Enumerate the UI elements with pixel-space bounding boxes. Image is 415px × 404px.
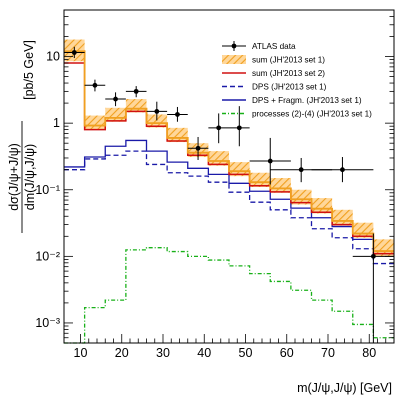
- legend-label: DPS + Fragm. (JH'2013 set 1): [252, 96, 362, 105]
- legend-label: sum (JH'2013 set 1): [252, 56, 325, 65]
- dps-line: [64, 150, 394, 265]
- data-point: [340, 167, 345, 173]
- x-tick-label: 40: [197, 346, 211, 360]
- sum-set1-band-bin: [373, 239, 394, 257]
- legend-swatch: [222, 55, 246, 64]
- legend-label: processes (2)-(4) (JH'2013 set 1): [252, 110, 372, 119]
- data-point: [113, 96, 118, 102]
- y-axis-label: dσ(J/ψ+J/ψ) dm(J/ψ,J/ψ): [7, 121, 37, 233]
- x-tick-label: 80: [362, 346, 376, 360]
- legend-entry: processes (2)-(4) (JH'2013 set 1): [222, 110, 372, 119]
- data-point: [236, 125, 242, 131]
- sum-set1-band-bin: [84, 115, 106, 130]
- legend-label: ATLAS data: [252, 42, 296, 51]
- data-point: [216, 125, 222, 131]
- y-tick-label: 1: [53, 116, 60, 130]
- sum-set1-band-bin: [270, 178, 291, 193]
- data-point: [154, 109, 160, 114]
- y-label-numerator: dσ(J/ψ+J/ψ): [7, 143, 21, 211]
- y-label-unit: [pb/5 GeV]: [22, 40, 36, 100]
- data-point: [195, 145, 201, 151]
- sum-set1-band-bin: [332, 209, 353, 226]
- y-tick-label: 10⁻²: [35, 249, 60, 263]
- x-tick-label: 70: [321, 346, 335, 360]
- data-point: [92, 82, 98, 88]
- x-tick-label: 10: [74, 346, 88, 360]
- x-tick-label: 60: [280, 346, 294, 360]
- y-label-denominator: dm(J/ψ,J/ψ): [23, 144, 37, 210]
- data-point: [370, 253, 376, 259]
- sum-set1-band-bin: [125, 99, 147, 113]
- data-point: [175, 112, 180, 117]
- sum-set1-band-bin: [105, 107, 126, 122]
- x-axis-label: m(J/ψ,J/ψ) [GeV]: [297, 381, 392, 395]
- sum-set1-band-bin: [352, 222, 374, 238]
- legend-label: DPS (JH'2013 set 1): [252, 83, 327, 92]
- legend-entry: DPS (JH'2013 set 1): [222, 83, 327, 92]
- legend-entry: ATLAS data: [222, 41, 296, 51]
- x-tick-label: 20: [115, 346, 129, 360]
- sum-set1-band-bin: [311, 198, 333, 214]
- y-tick-label: 10: [46, 50, 60, 64]
- y-tick-label: 10⁻³: [35, 316, 60, 330]
- processes-2-4-line: [64, 247, 394, 344]
- sum-set1-band-bin: [290, 189, 312, 205]
- sum-set1-band-bin: [146, 114, 168, 128]
- x-tick-label: 30: [156, 346, 170, 360]
- lines-layer: [64, 50, 394, 344]
- sum-set1-band-bin: [167, 127, 188, 143]
- data-point: [267, 158, 273, 164]
- y-tick-label: 10⁻¹: [35, 183, 60, 197]
- legend-marker: [231, 43, 237, 49]
- data-layer: [64, 46, 394, 343]
- sum-set1-line: [64, 50, 394, 252]
- legend-entry: sum (JH'2013 set 2): [222, 69, 325, 78]
- axes-layer: 10 20 30 40 50 60 70 80 10⁻³ 10⁻² 10⁻¹ 1 10: [35, 9, 394, 360]
- data-point: [298, 167, 304, 173]
- legend-entry: sum (JH'2013 set 1): [222, 55, 325, 65]
- data-point: [71, 50, 77, 55]
- x-tick-label: 50: [239, 346, 253, 360]
- sum-set1-band-bin: [229, 162, 250, 177]
- sum-set1-band-bin: [208, 151, 229, 166]
- legend-label: sum (JH'2013 set 2): [252, 69, 325, 78]
- sum-set1-band-bin: [249, 172, 271, 187]
- legend: ATLAS data sum (JH'2013 set 1) sum (JH'201…: [222, 41, 372, 119]
- data-point: [133, 88, 139, 94]
- legend-entry: DPS + Fragm. (JH'2013 set 1): [222, 96, 362, 105]
